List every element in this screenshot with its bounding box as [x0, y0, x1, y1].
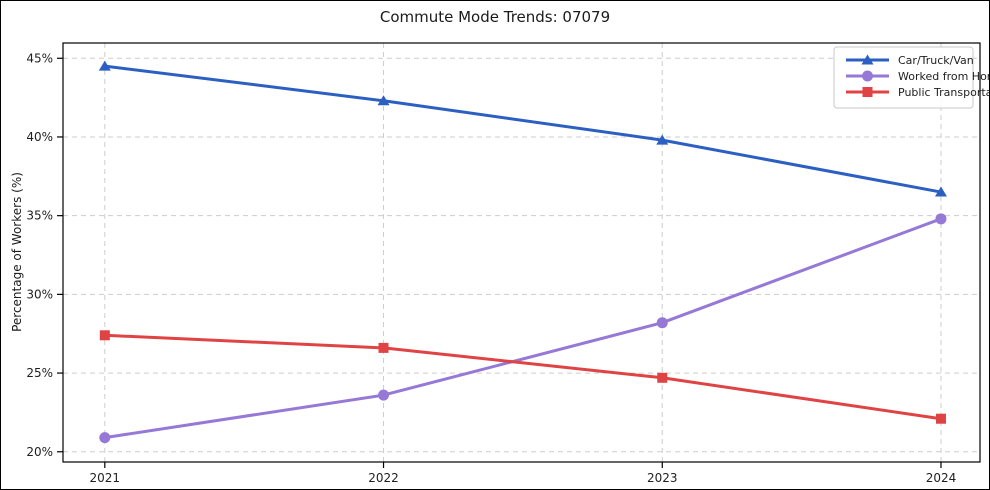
x-tick-label: 2024 [926, 471, 957, 485]
data-point-marker [98, 60, 111, 71]
axes-spines [62, 42, 981, 463]
legend-label: Worked from Home [898, 70, 990, 83]
data-point-marker [99, 432, 111, 444]
data-point-marker [378, 389, 390, 401]
y-tick-label: 35% [26, 209, 53, 223]
data-point-marker [935, 413, 946, 424]
series-line [103, 333, 943, 421]
y-tick-label: 25% [26, 366, 53, 380]
legend-sample-marker [861, 54, 874, 65]
series-line [103, 217, 943, 440]
data-point-marker [99, 330, 110, 341]
series-line [103, 64, 943, 194]
data-point-marker [657, 372, 668, 383]
x-tick-label: 2021 [90, 471, 121, 485]
data-point-marker [377, 95, 390, 106]
data-point-marker [656, 134, 669, 145]
y-tick-label: 45% [26, 51, 53, 65]
legend-sample-marker [862, 70, 873, 82]
legend-sample-marker [862, 87, 873, 97]
x-tick-label: 2023 [647, 471, 678, 485]
legend-label: Public Transportation [898, 86, 990, 99]
y-tick-label: 40% [26, 130, 53, 144]
data-point-marker [378, 342, 389, 353]
data-point-marker [935, 213, 947, 225]
legend-label: Car/Truck/Van [898, 54, 974, 67]
chart-title: Commute Mode Trends: 07079 [379, 8, 611, 26]
y-tick-label: 20% [26, 445, 53, 459]
x-tick-label: 2022 [368, 471, 399, 485]
data-point-marker [934, 186, 947, 197]
data-point-marker [656, 317, 668, 329]
y-tick-label: 30% [26, 287, 53, 301]
